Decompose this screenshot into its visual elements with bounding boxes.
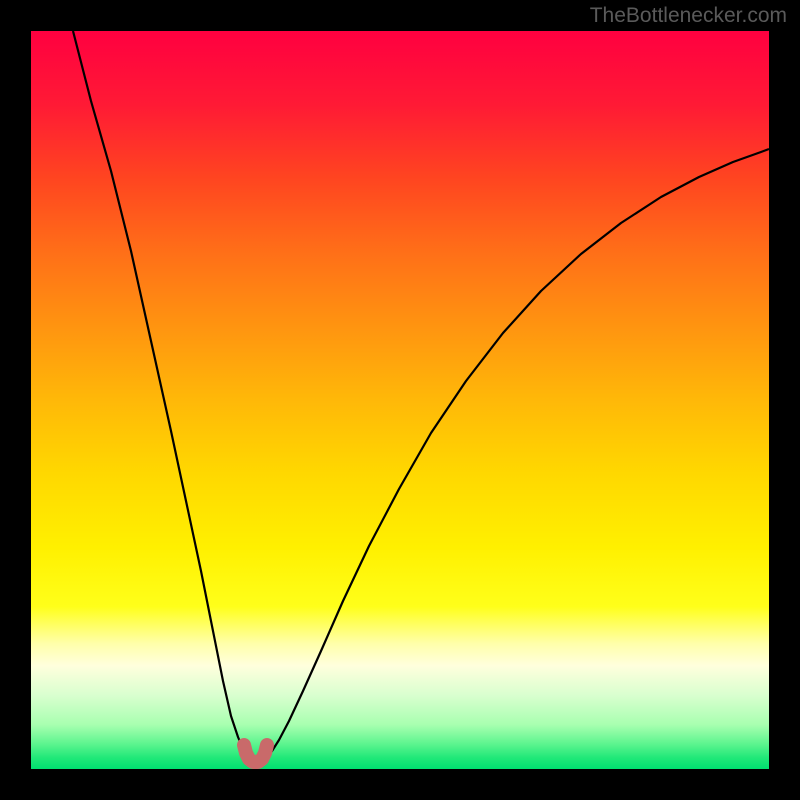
curve-layer — [31, 31, 769, 769]
chart-area — [31, 31, 769, 769]
canvas-root: TheBottlenecker.com — [0, 0, 800, 800]
bottleneck-curve — [73, 31, 769, 761]
watermark-text: TheBottlenecker.com — [590, 4, 787, 28]
dip-marker — [244, 745, 267, 762]
